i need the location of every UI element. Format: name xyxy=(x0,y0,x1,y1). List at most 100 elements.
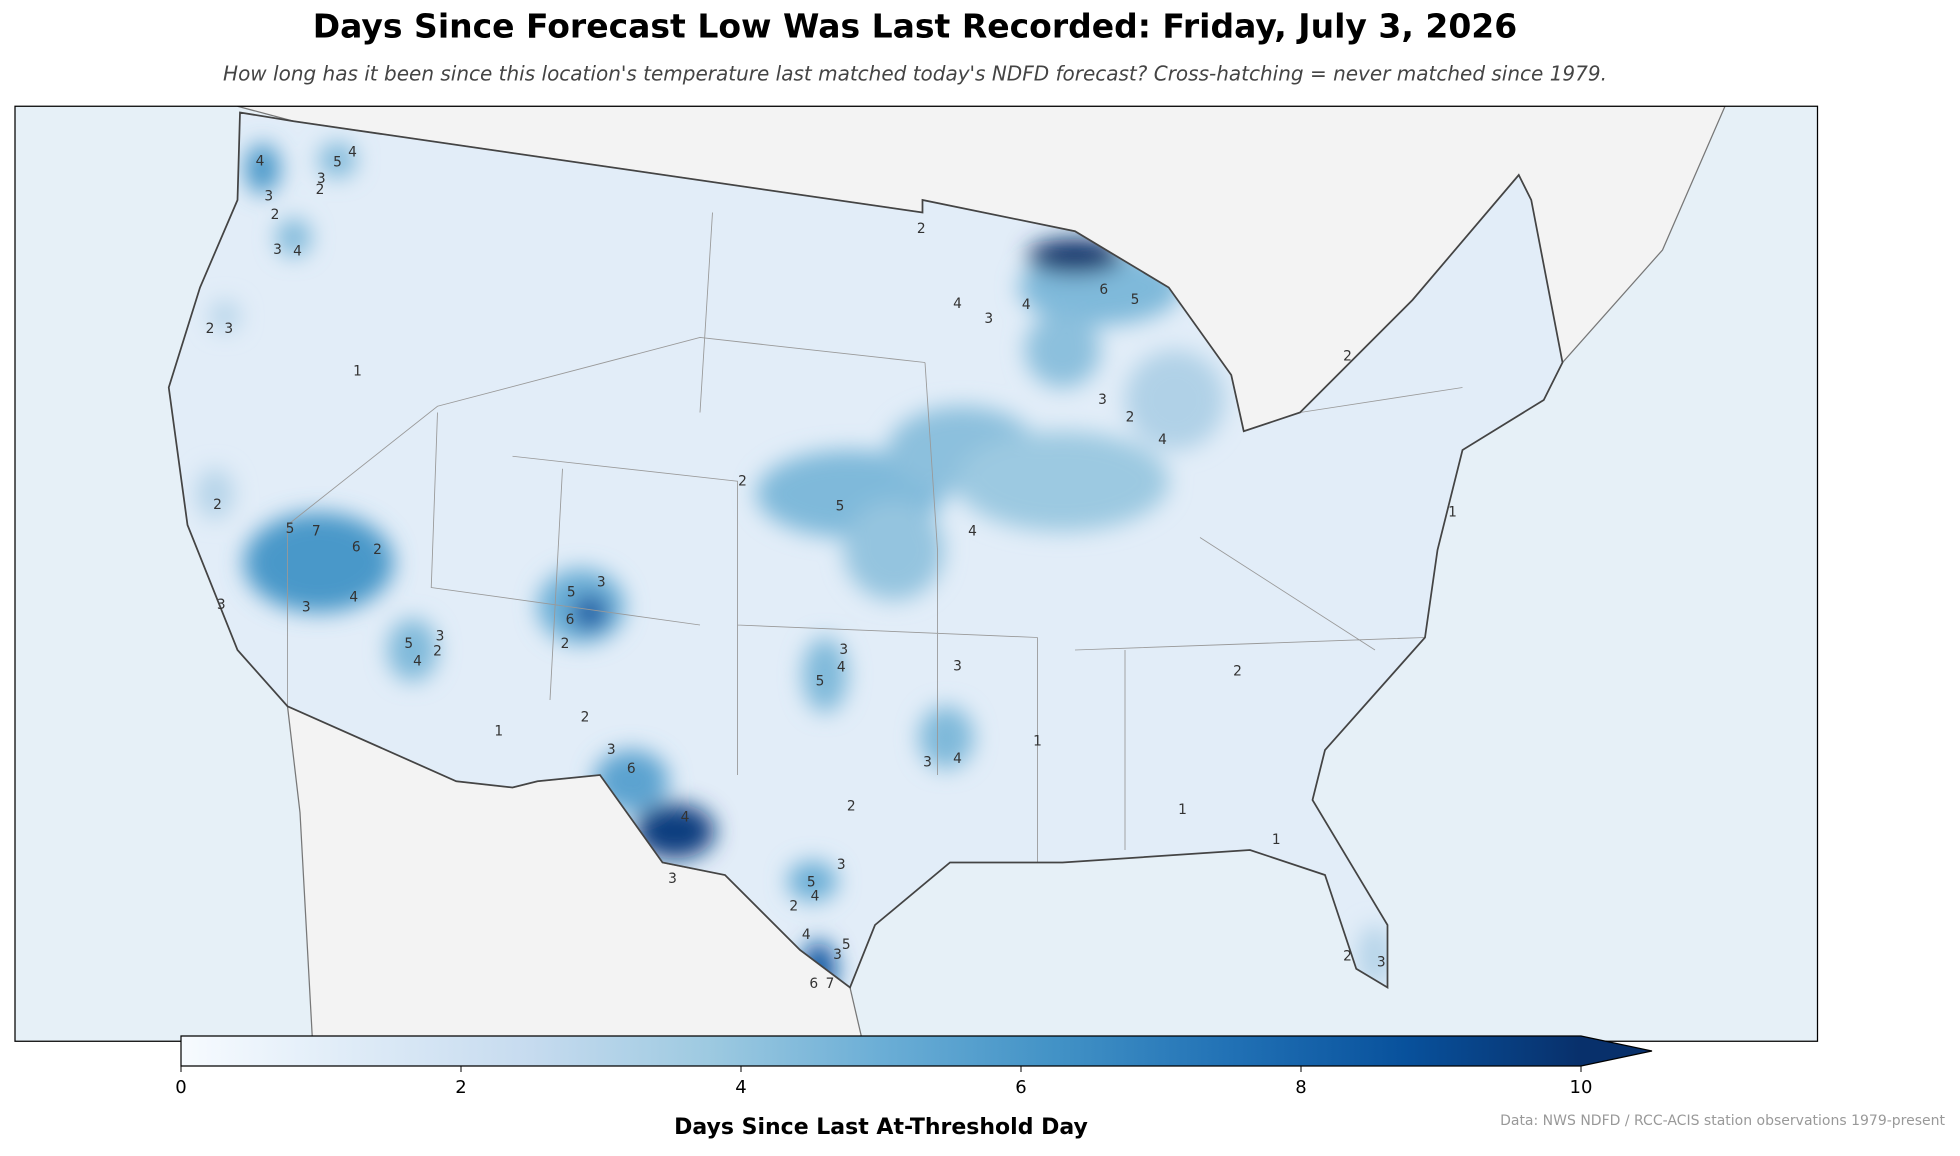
contour-label: 1 xyxy=(1272,832,1281,848)
contour-label: 3 xyxy=(1098,392,1107,408)
colorbar-tick-label: 2 xyxy=(455,1077,466,1098)
contour-label: 5 xyxy=(333,155,342,171)
intensity-field xyxy=(196,142,1393,988)
contour-label: 3 xyxy=(833,947,842,963)
contour-label: 4 xyxy=(968,523,977,539)
intensity-blob xyxy=(1125,350,1225,450)
contour-label: 2 xyxy=(789,898,798,914)
contour-label: 7 xyxy=(312,523,321,539)
colorbar-outline xyxy=(180,1035,1653,1067)
contour-label: 3 xyxy=(597,575,606,591)
colorbar-gradient xyxy=(181,1036,1581,1066)
contour-label: 1 xyxy=(1178,802,1187,818)
contour-label: 5 xyxy=(842,937,851,953)
intensity-blob xyxy=(210,301,240,332)
intensity-blob xyxy=(318,142,357,178)
contour-label: 1 xyxy=(494,723,503,739)
subtitle: How long has it been since this location… xyxy=(223,62,1607,86)
contour-label: 5 xyxy=(404,636,413,652)
contour-label: 2 xyxy=(581,710,590,726)
contour-label: 2 xyxy=(917,221,926,237)
contour-label: 7 xyxy=(826,976,835,992)
contour-label: 4 xyxy=(681,810,690,826)
state-lines xyxy=(287,212,1463,863)
contour-label: 3 xyxy=(953,658,962,674)
contour-label: 3 xyxy=(837,857,846,873)
contour-label: 3 xyxy=(302,600,311,616)
contour-label: 6 xyxy=(627,761,636,777)
intensity-blob xyxy=(572,595,608,630)
intensity-blob xyxy=(802,637,848,713)
intensity-blob xyxy=(956,431,1169,532)
contour-label: 3 xyxy=(607,742,616,758)
contour-label: 4 xyxy=(953,296,962,312)
contour-label: 6 xyxy=(566,612,575,628)
colorbar-tick-label: 4 xyxy=(735,1077,746,1098)
contour-label: 2 xyxy=(316,182,325,198)
contour-label: 3 xyxy=(264,188,273,204)
contour-label: 4 xyxy=(348,145,357,161)
contour-label: 4 xyxy=(1158,432,1167,448)
colorbar-tick-label: 10 xyxy=(1570,1077,1593,1098)
intensity-blob xyxy=(1025,312,1100,388)
us-border xyxy=(167,111,1564,990)
intensity-blob xyxy=(243,512,394,613)
contour-label: 3 xyxy=(1377,955,1386,971)
colorbar-extend xyxy=(1581,1036,1652,1066)
contour-label: 4 xyxy=(349,590,358,606)
contour-label: 2 xyxy=(1343,948,1352,964)
contour-label: 2 xyxy=(206,321,215,337)
intensity-blob xyxy=(276,218,312,257)
intensity-blob xyxy=(1027,238,1123,274)
contour-label: 2 xyxy=(1233,663,1242,679)
contour-label: 6 xyxy=(352,540,361,556)
contour-label: 3 xyxy=(436,628,445,644)
colorbar-label: Days Since Last At-Threshold Day xyxy=(674,1115,1088,1140)
contour-label: 2 xyxy=(1126,410,1135,426)
contour-label: 1 xyxy=(353,363,362,379)
contour-label: 3 xyxy=(217,597,226,613)
contour-label: 2 xyxy=(271,207,280,223)
contour-label: 5 xyxy=(836,498,845,514)
contour-label: 5 xyxy=(286,521,295,537)
contour-label: 3 xyxy=(923,755,932,771)
contour-label: 2 xyxy=(433,643,442,659)
contour-label: 6 xyxy=(809,976,818,992)
contour-label: 4 xyxy=(953,751,962,767)
contour-label: 3 xyxy=(317,171,326,187)
intensity-blob xyxy=(843,500,944,600)
colorbar-tick-label: 0 xyxy=(175,1077,186,1098)
contour-label: 5 xyxy=(816,673,825,689)
contour-label: 5 xyxy=(807,875,816,891)
colorbar: 0 2 4 6 8 10 xyxy=(175,1035,1653,1098)
contour-label: 2 xyxy=(738,473,747,489)
contour-label: 1 xyxy=(1448,505,1457,521)
contour-label: 5 xyxy=(567,585,576,601)
contour-label: 5 xyxy=(1131,292,1140,308)
contour-label: 3 xyxy=(273,242,282,258)
contour-label: 6 xyxy=(1099,282,1108,298)
contour-label: 4 xyxy=(413,653,422,669)
intensity-blob xyxy=(635,803,715,859)
colorbar-tick-label: 6 xyxy=(1015,1077,1026,1098)
intensity-blob xyxy=(196,468,234,519)
contour-label: 3 xyxy=(839,642,848,658)
contour-label: 2 xyxy=(847,798,856,814)
contour-label: 3 xyxy=(984,311,993,327)
intensity-blob xyxy=(787,861,838,902)
source-note: Data: NWS NDFD / RCC-ACIS station observ… xyxy=(1500,1113,1945,1129)
contour-label: 4 xyxy=(802,927,811,943)
intensity-blob xyxy=(918,706,974,769)
contour-label: 3 xyxy=(224,321,233,337)
contour-label: 4 xyxy=(256,153,265,169)
contour-label: 2 xyxy=(213,497,222,513)
intensity-blob xyxy=(387,618,438,682)
contour-label: 4 xyxy=(293,243,302,259)
contour-label: 1 xyxy=(1033,733,1042,749)
colorbar-tick-label: 8 xyxy=(1295,1077,1306,1098)
contour-label: 4 xyxy=(837,660,846,676)
contour-label: 2 xyxy=(373,542,382,558)
